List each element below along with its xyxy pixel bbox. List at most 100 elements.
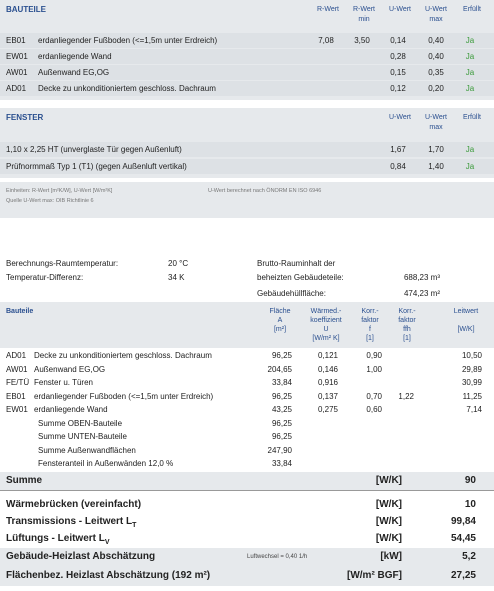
- value: 0,84: [390, 162, 406, 171]
- code: AD01: [6, 351, 27, 360]
- value: 10,50: [461, 351, 482, 360]
- code: AW01: [6, 68, 28, 77]
- value: 33,84: [271, 378, 292, 387]
- value: 90: [464, 475, 476, 486]
- value: 0,60: [366, 405, 382, 414]
- name: Decke zu unkonditioniertem geschloss. Da…: [38, 84, 216, 93]
- note: Einheiten: R-Wert [m²K/W], U-Wert [W/m²K…: [6, 188, 113, 194]
- param-value: 474,23 m²: [403, 289, 440, 298]
- status: Ja: [465, 145, 475, 154]
- column-header: min: [358, 16, 370, 23]
- value: 1,67: [390, 145, 406, 154]
- column-header: Erfüllt: [463, 114, 481, 121]
- row-band: [0, 65, 494, 80]
- status: Ja: [465, 162, 475, 171]
- param-label: Gebäudehüllfläche:: [257, 289, 326, 298]
- param-label: Temperatur-Differenz:: [6, 273, 84, 282]
- column-header: max: [429, 16, 443, 23]
- unit: [kW]: [380, 551, 402, 562]
- column-header: Korr.-: [361, 308, 379, 315]
- column-header: Erfüllt: [463, 6, 481, 13]
- value: 0,12: [390, 84, 406, 93]
- unit: [W/K]: [375, 516, 402, 527]
- column-header: ffh: [403, 326, 411, 333]
- value: 5,2: [462, 551, 476, 562]
- name: erdanliegende Wand: [38, 52, 112, 61]
- column-header: koeffizient: [310, 317, 342, 324]
- label-text: Transmissions - Leitwert L: [6, 516, 133, 527]
- code: AD01: [6, 84, 27, 93]
- value: 7,14: [466, 405, 482, 414]
- subscript: T: [132, 522, 137, 529]
- value: 11,25: [462, 391, 482, 401]
- panel: [0, 302, 494, 348]
- column-header: faktor: [361, 317, 379, 324]
- value: 29,89: [461, 364, 482, 374]
- column-header: U-Wert: [424, 114, 448, 121]
- row-band: [0, 49, 494, 64]
- name: erdanliegende Wand: [34, 405, 108, 414]
- value: 54,45: [450, 533, 476, 544]
- row-band: [0, 548, 494, 567]
- sum-label: Summe Außenwandflächen: [38, 445, 136, 455]
- row-band: [0, 33, 494, 48]
- separator: [0, 490, 494, 491]
- row-band: [0, 142, 494, 157]
- subscript: V: [104, 539, 110, 546]
- name: Decke zu unkonditioniertem geschloss. Da…: [34, 351, 212, 360]
- row-band: [0, 472, 494, 490]
- unit: [W/K]: [375, 475, 402, 486]
- code: EW01: [6, 405, 28, 414]
- name: erdanliegender Fußboden (<=1,5m unter Er…: [38, 36, 218, 45]
- column-header: Leitwert: [453, 308, 479, 315]
- column-header: Bauteile: [6, 308, 34, 315]
- value: 27,25: [450, 570, 476, 581]
- sum-value: 96,25: [271, 432, 292, 442]
- value: 99,84: [450, 516, 476, 527]
- value: 1,22: [398, 391, 414, 401]
- value: 3,50: [354, 36, 370, 45]
- value: 0,40: [428, 36, 444, 45]
- value: 0,121: [317, 351, 338, 360]
- value: 0,14: [390, 36, 406, 45]
- name: erdanliegender Fußboden (<=1,5m unter Er…: [34, 391, 214, 401]
- status: Ja: [465, 84, 475, 93]
- unit: [W/m² BGF]: [347, 570, 402, 581]
- value: 1,70: [428, 145, 444, 154]
- sum-value: 96,25: [271, 419, 292, 428]
- column-header: f: [369, 326, 371, 333]
- column-header: [1]: [366, 335, 374, 342]
- value: 0,20: [428, 84, 444, 93]
- value: 1,00: [366, 364, 382, 374]
- status: Ja: [465, 68, 475, 77]
- value: 0,28: [390, 52, 406, 61]
- value: 0,15: [390, 68, 406, 77]
- column-header: max: [429, 124, 443, 131]
- column-header: faktor: [398, 317, 416, 324]
- column-header: U: [323, 326, 329, 333]
- param-label: beheizten Gebäudeteile:: [257, 273, 344, 282]
- value: 30,99: [461, 378, 482, 387]
- label: Wärmebrücken (vereinfacht): [6, 499, 142, 510]
- unit: [W/K]: [375, 533, 402, 544]
- code: FE/TÜ: [6, 378, 30, 387]
- row-band: [0, 159, 494, 174]
- label: Flächenbez. Heizlast Abschätzung (192 m²…: [6, 570, 211, 581]
- value: 43,25: [271, 405, 292, 414]
- status: Ja: [465, 52, 475, 61]
- label: Lüftungs - Leitwert LV: [6, 534, 110, 547]
- param-label: Brutto-Rauminhalt der: [257, 259, 336, 268]
- code: EW01: [6, 52, 28, 61]
- sum-label: Summe OBEN-Bauteile: [38, 419, 123, 428]
- column-header: Korr.-: [398, 308, 416, 315]
- name: Prüfnormmaß Typ 1 (T1) (gegen Außenluft …: [6, 162, 187, 171]
- column-header: U-Wert: [424, 6, 448, 13]
- sum-value: 247,90: [267, 445, 292, 455]
- row-band: [0, 81, 494, 96]
- column-header: A: [277, 317, 283, 324]
- value: 96,25: [271, 391, 292, 401]
- panel: [0, 182, 494, 218]
- column-header: R-Wert: [316, 6, 340, 13]
- value: 0,137: [317, 391, 338, 401]
